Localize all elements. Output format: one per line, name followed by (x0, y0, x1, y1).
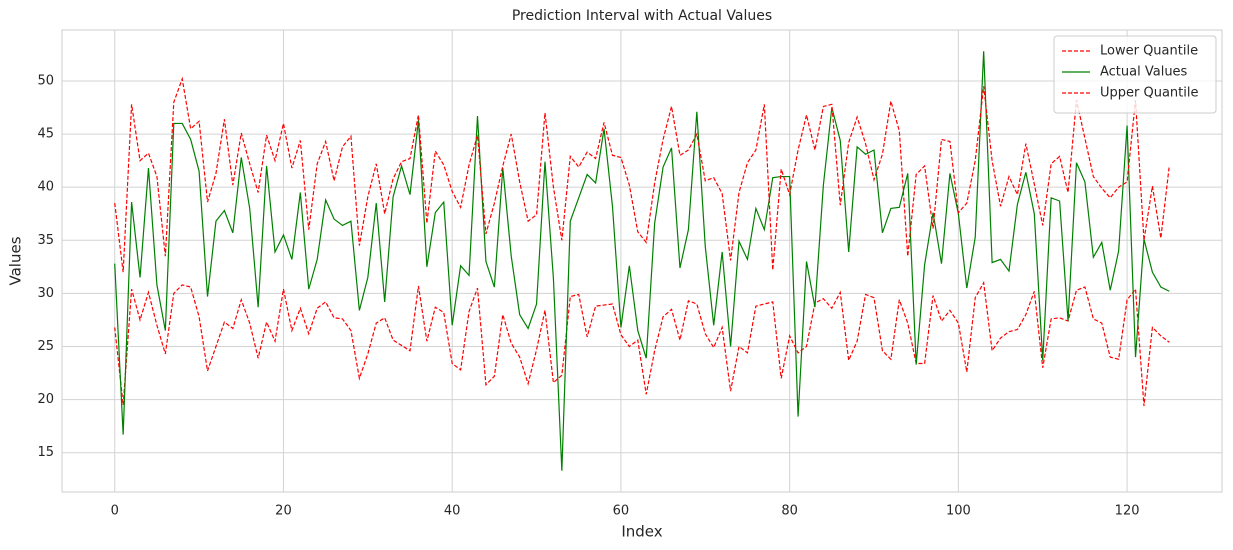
y-tick-label: 25 (37, 339, 54, 354)
x-tick-label: 0 (111, 504, 119, 519)
x-tick-label: 20 (275, 504, 292, 519)
y-tick-label: 45 (37, 127, 54, 142)
x-tick-label: 100 (946, 504, 971, 519)
chart-title: Prediction Interval with Actual Values (512, 8, 772, 24)
series-line (114, 51, 1170, 471)
x-tick-label: 120 (1115, 504, 1140, 519)
legend-label: Actual Values (1100, 65, 1188, 80)
series-line (114, 76, 1170, 273)
y-tick-label: 50 (37, 73, 54, 88)
y-tick-label: 35 (37, 233, 54, 248)
plot-area (61, 29, 1223, 493)
y-axis-label: Values (7, 236, 25, 285)
x-axis-label: Index (621, 523, 662, 541)
y-tick-label: 20 (37, 392, 54, 407)
x-tick-label: 60 (613, 504, 630, 519)
x-tick-label: 80 (781, 504, 798, 519)
y-tick-label: 30 (37, 286, 54, 301)
y-tick-label: 40 (37, 180, 54, 195)
lines (114, 51, 1170, 471)
legend-label: Upper Quantile (1100, 86, 1199, 101)
legend: Lower Quantile Actual Values Upper Quantil… (1053, 35, 1217, 114)
series-line (114, 280, 1170, 407)
legend-label: Lower Quantile (1100, 44, 1198, 59)
y-tick-label: 15 (37, 445, 54, 460)
legend-box (1053, 35, 1217, 114)
x-tick-label: 40 (444, 504, 461, 519)
